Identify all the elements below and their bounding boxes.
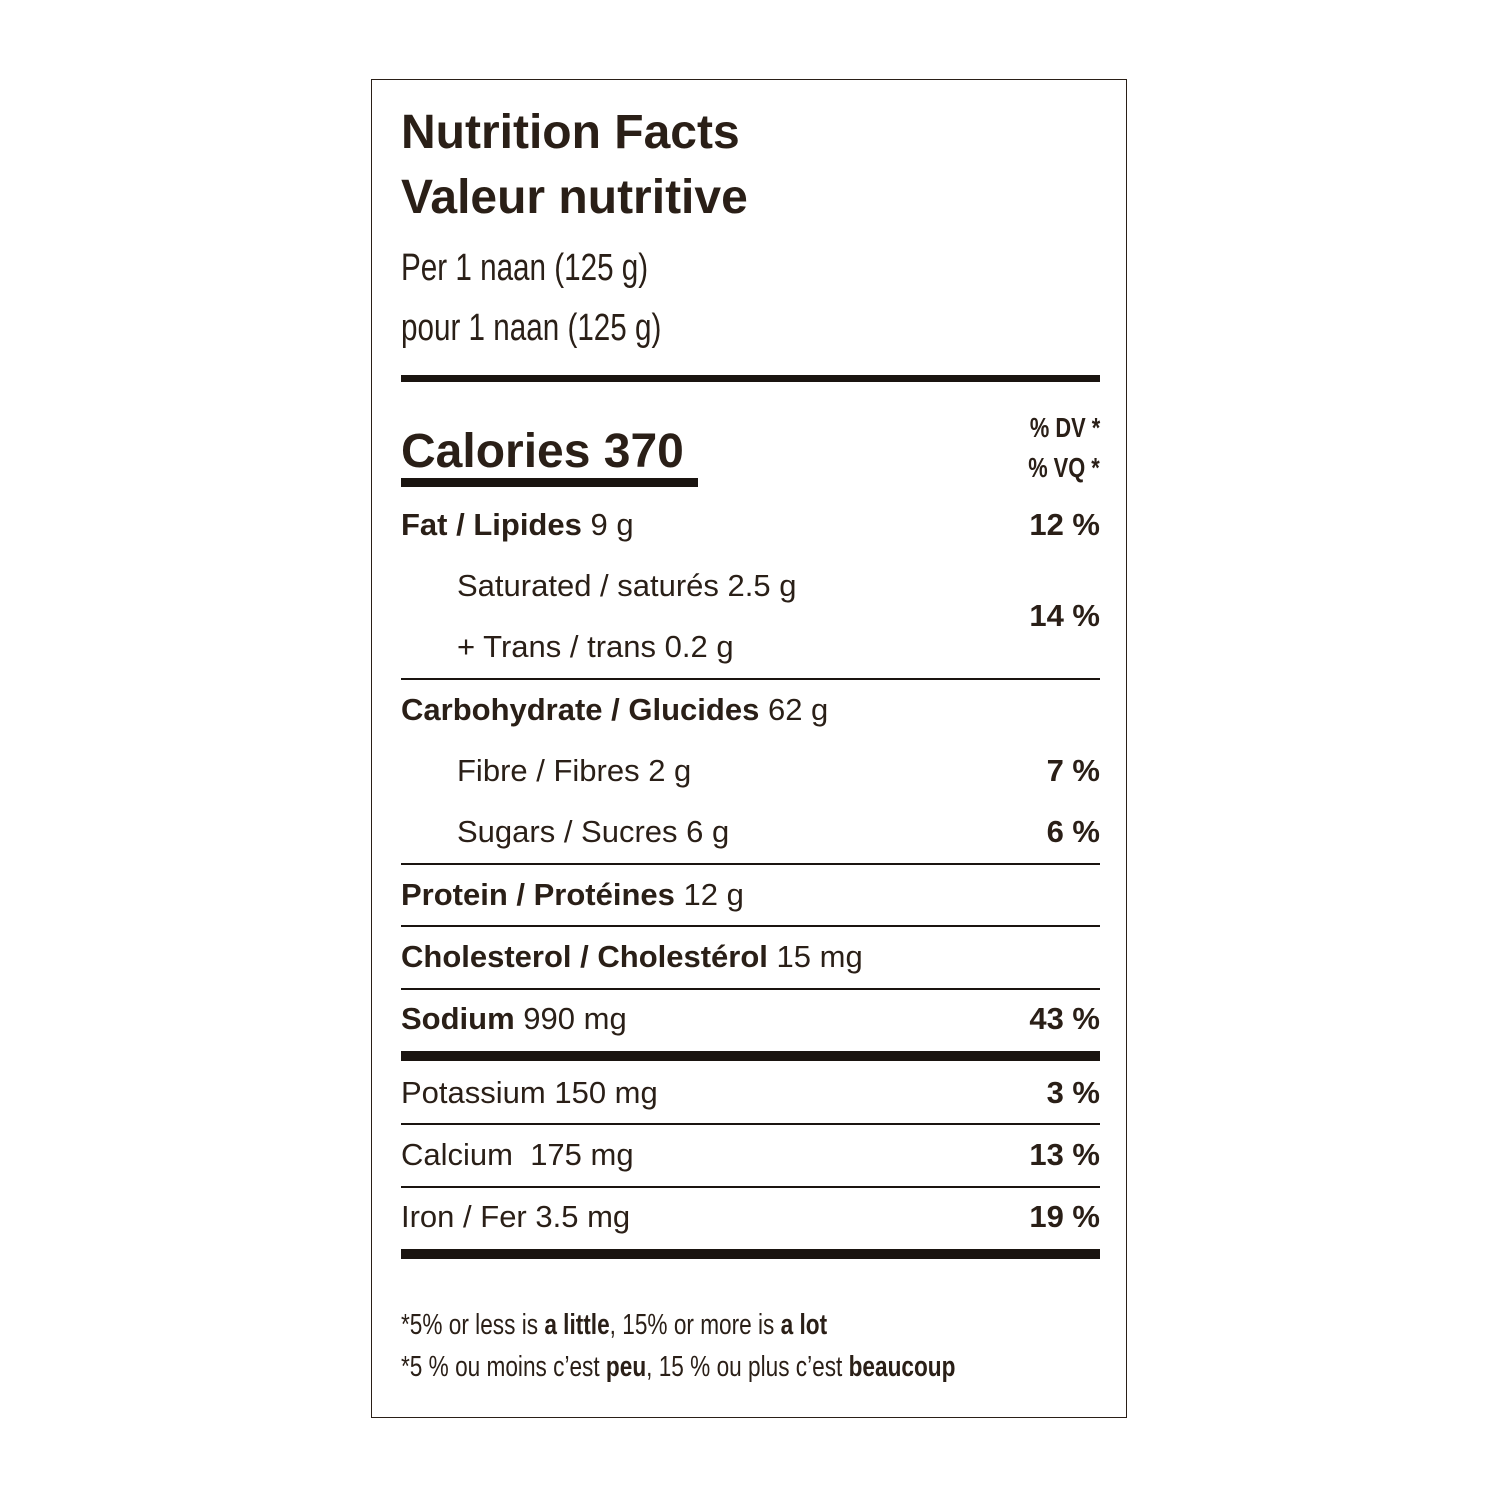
- footnote-text: , 15 % ou plus c’est: [646, 1351, 849, 1383]
- nutrient-name: Sodium: [401, 1001, 515, 1036]
- nutrient: Potassium 150 mg: [401, 1075, 658, 1110]
- dv: 6 %: [1046, 814, 1100, 849]
- title-fr: Valeur nutritive: [401, 171, 748, 224]
- nutrient-amount: 62 g: [767, 692, 829, 727]
- serving: Per 1 naan (125 g): [401, 247, 649, 289]
- nutrient: + Trans / trans 0.2 g: [457, 629, 734, 664]
- rule: [401, 678, 1100, 680]
- dv: 12 %: [1029, 507, 1100, 542]
- nutrient: Calcium 175 mg: [401, 1137, 634, 1172]
- nutrient-amount: 12 g: [683, 877, 744, 912]
- nutrient: Sugars / Sucres 6 g: [457, 814, 730, 849]
- calories-underline: [401, 478, 698, 487]
- nutrient: Iron / Fer 3.5 mg: [401, 1199, 631, 1234]
- rule: [401, 988, 1100, 990]
- rule: [401, 1186, 1100, 1188]
- nutrient: Saturated / saturés 2.5 g: [457, 568, 797, 603]
- nutrient-amount: 9 g: [590, 507, 634, 542]
- nutrient-name: Protein / Protéines: [401, 877, 675, 912]
- dv: 14 %: [1029, 598, 1100, 633]
- nutrient: Carbohydrate / Glucides 62 g: [401, 690, 828, 730]
- footnote-text: *5 % ou moins c’est: [401, 1351, 606, 1383]
- nutrient-amount: 990 mg: [523, 1001, 627, 1036]
- rule: [401, 863, 1100, 865]
- footnote-text: peu: [605, 1351, 647, 1383]
- rule: [401, 1123, 1100, 1125]
- dv-header-fr: % VQ *: [1028, 452, 1100, 483]
- nutrient-amount: 15 mg: [776, 939, 863, 974]
- dv: 19 %: [1029, 1199, 1100, 1234]
- nutrient: Cholesterol / Cholestérol 15 mg: [401, 937, 863, 977]
- footnote-text: *5% or less is: [401, 1309, 545, 1341]
- title: Nutrition Facts: [401, 106, 740, 159]
- footnote-text: a little: [544, 1309, 610, 1341]
- footnote-text: beaucoup: [848, 1351, 956, 1383]
- nutrient: Fibre / Fibres 2 g: [457, 753, 692, 788]
- footnote-text: a lot: [780, 1309, 828, 1341]
- dv: 7 %: [1046, 753, 1100, 788]
- thick-rule: [401, 1249, 1100, 1259]
- dv: 43 %: [1029, 1001, 1100, 1036]
- dv: 3 %: [1046, 1075, 1100, 1110]
- nutrient: Sodium 990 mg: [401, 999, 627, 1039]
- nutrient-name: Fat / Lipides: [401, 507, 582, 542]
- nutrient-name: Cholesterol / Cholestérol: [401, 939, 768, 974]
- nutrient: Protein / Protéines 12 g: [401, 875, 744, 915]
- footnote: *5% or less is a little, 15% or more is …: [401, 1305, 827, 1345]
- nutrient: Fat / Lipides 9 g: [401, 505, 634, 545]
- serving-fr: pour 1 naan (125 g): [401, 307, 662, 349]
- calories: Calories 370: [401, 425, 684, 478]
- label-frame: [371, 79, 1127, 1418]
- rule: [401, 925, 1100, 927]
- footnote-text: , 15% or more is: [609, 1309, 781, 1341]
- dv-header: % DV *: [1029, 412, 1100, 443]
- thick-rule: [401, 375, 1100, 382]
- thick-rule: [401, 1051, 1100, 1061]
- dv: 13 %: [1029, 1137, 1100, 1172]
- footnote: *5 % ou moins c’est peu, 15 % ou plus c’…: [401, 1347, 955, 1387]
- nutrient-name: Carbohydrate / Glucides: [401, 692, 760, 727]
